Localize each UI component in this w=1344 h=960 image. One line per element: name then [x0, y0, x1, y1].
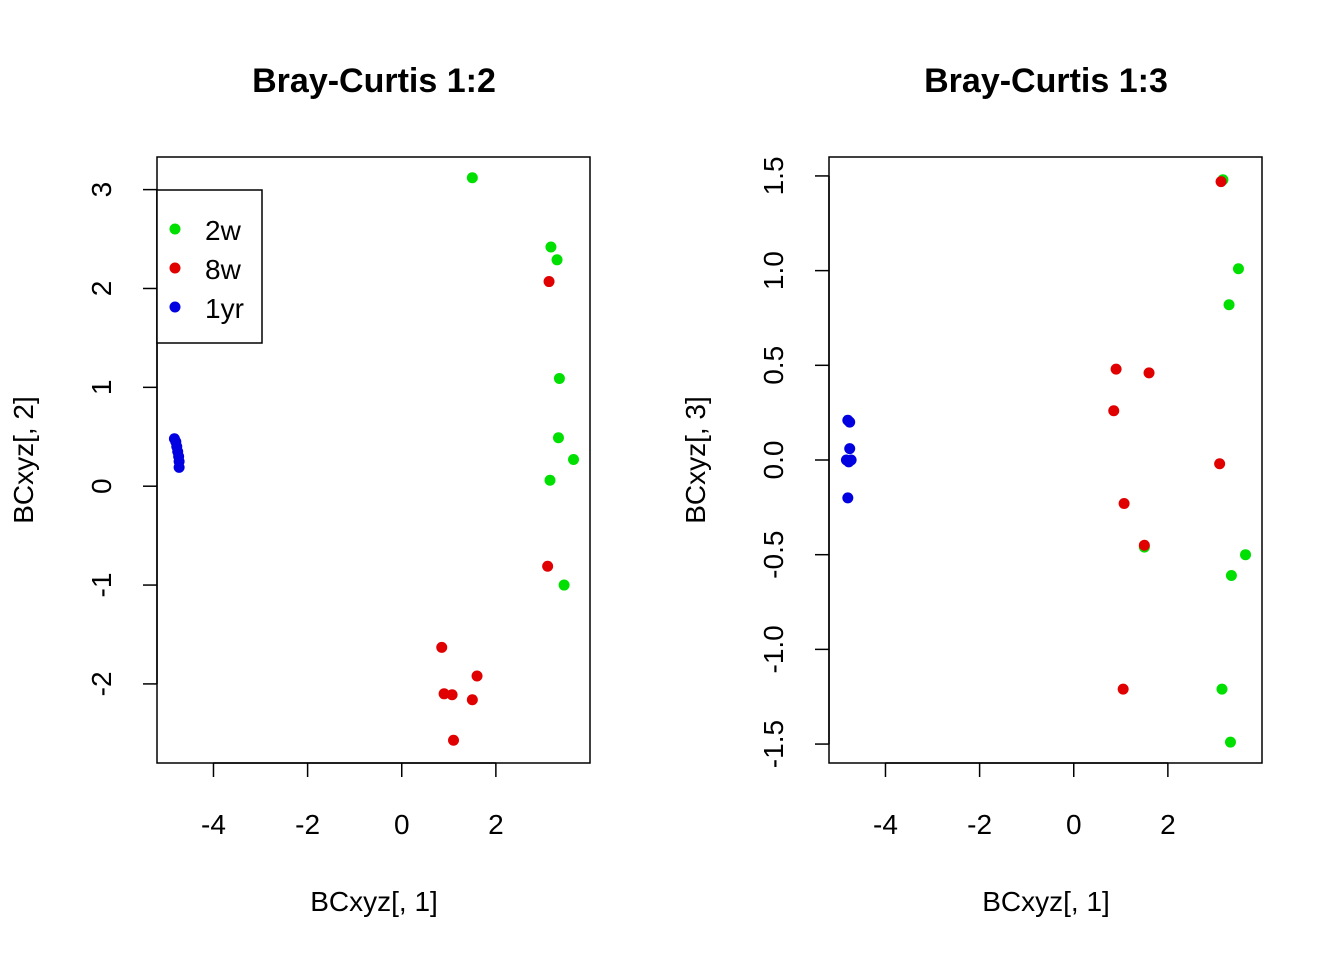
data-point [1117, 683, 1129, 695]
data-point [1225, 570, 1237, 582]
data-point [544, 474, 556, 486]
data-point [1108, 405, 1120, 417]
y-tick-label: -1.5 [758, 720, 789, 768]
data-point [545, 241, 557, 253]
y-tick-label: -1.0 [758, 625, 789, 673]
data-point [552, 432, 564, 444]
data-point [842, 492, 854, 504]
plot-frame [828, 156, 1263, 764]
panel-bray-curtis-1-2: Bray-Curtis 1:2 BCxyz[, 1] BCxyz[, 2] -4… [8, 62, 591, 917]
y-tick-label: -0.5 [758, 531, 789, 579]
y-axis-label: BCxyz[, 2] [8, 396, 39, 524]
data-point [553, 372, 565, 384]
data-point [1223, 299, 1235, 311]
x-tick-label: -2 [295, 809, 320, 840]
data-point [438, 688, 450, 700]
data-point [1118, 498, 1130, 510]
chart-title: Bray-Curtis 1:2 [252, 62, 496, 100]
legend-label: 2w [205, 215, 242, 246]
chart-title: Bray-Curtis 1:3 [924, 62, 1168, 100]
y-tick-label: 1.5 [758, 156, 789, 195]
legend-label: 8w [205, 254, 242, 285]
data-point [542, 560, 554, 572]
data-point [466, 694, 478, 706]
x-axis-label: BCxyz[, 1] [310, 886, 438, 917]
data-point [1215, 176, 1227, 188]
data-point [1110, 363, 1122, 375]
x-tick-label: -4 [201, 809, 226, 840]
data-point [1224, 736, 1236, 748]
y-tick-label: 2 [86, 281, 117, 297]
x-tick-label: 2 [1160, 809, 1176, 840]
y-tick-label: 1 [86, 380, 117, 396]
data-point [1216, 683, 1228, 695]
x-axis-label: BCxyz[, 1] [982, 886, 1110, 917]
data-point [843, 456, 855, 468]
panel-bray-curtis-1-3: Bray-Curtis 1:3 BCxyz[, 1] BCxyz[, 3] -4… [680, 62, 1263, 917]
y-tick-label: -2 [86, 671, 117, 696]
y-tick-label: 3 [86, 182, 117, 198]
data-point [446, 689, 458, 701]
x-tick-label: -4 [873, 809, 898, 840]
data-point [844, 416, 856, 428]
y-axis-label: BCxyz[, 3] [680, 396, 711, 524]
x-tick-label: 2 [488, 809, 504, 840]
legend: 2w 8w 1yr [156, 189, 263, 344]
data-point [568, 454, 580, 466]
y-tick-label: 0.5 [758, 346, 789, 385]
data-point [1143, 367, 1155, 379]
y-tick-label: -1 [86, 573, 117, 598]
data-point [1240, 549, 1252, 561]
data-point [1214, 458, 1226, 470]
data-point [436, 641, 448, 653]
data-point [173, 461, 185, 473]
data-point [543, 276, 555, 288]
x-tick-label: 0 [394, 809, 410, 840]
y-tick-label: 1.0 [758, 251, 789, 290]
data-point [471, 670, 483, 682]
y-tick-label: 0 [86, 478, 117, 494]
x-tick-label: 0 [1066, 809, 1082, 840]
data-point [844, 443, 856, 455]
legend-label: 1yr [205, 293, 244, 324]
legend-marker [169, 301, 181, 313]
data-point [448, 734, 460, 746]
data-point [558, 579, 570, 591]
legend-marker [169, 262, 181, 274]
data-point [466, 172, 478, 184]
data-point [1232, 263, 1244, 275]
y-tick-label: 0.0 [758, 441, 789, 480]
x-tick-label: -2 [967, 809, 992, 840]
legend-marker [169, 223, 181, 235]
data-point [1138, 539, 1150, 551]
data-point [551, 254, 563, 266]
